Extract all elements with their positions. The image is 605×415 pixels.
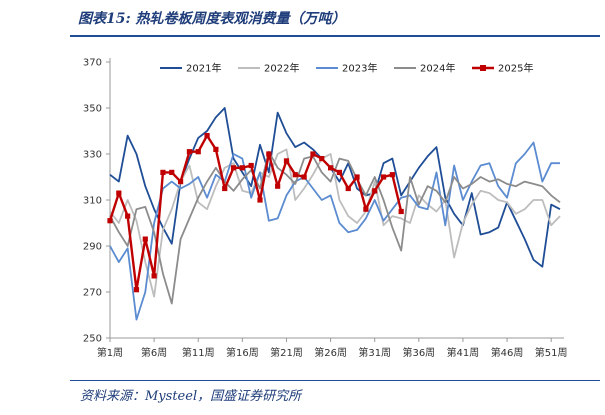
data-point [327,165,334,171]
data-point [319,156,325,162]
series-line [109,107,561,268]
legend-item: 2025年 [472,62,533,75]
x-tick-label: 第21周 [270,346,303,359]
title-divider [70,35,600,37]
source-note: 资料来源：Mysteel，国盛证券研究所 [80,389,302,404]
x-tick-label: 第41周 [447,346,480,359]
data-point [213,146,219,152]
legend-label: 2023年 [342,62,377,75]
data-point [107,218,113,224]
y-tick-label: 310 [83,196,102,207]
data-point [345,185,351,192]
x-tick-label: 第26周 [314,346,347,359]
data-point [266,151,272,157]
data-point [292,172,298,178]
series-2021年 [109,107,561,268]
data-point [389,172,395,178]
data-point [169,169,175,175]
data-point [275,183,281,189]
data-point [230,165,237,171]
chart-axes: 250270290310330350370第1周 第6周 第11周 第16周 第21周第… [83,58,568,360]
legend-label: 2022年 [264,62,299,75]
legend-item: 2024年 [394,62,455,75]
series-line [109,141,560,321]
chart-legend: 2021年 2022年 2023年 2024年 2025年 [160,62,533,75]
legend-label: 2025年 [498,62,533,75]
data-point [186,149,193,155]
data-point [204,133,210,139]
data-point [195,149,201,155]
legend-marker [480,65,486,71]
data-point [398,208,404,215]
y-tick-label: 290 [83,242,102,253]
x-tick-label: 第16周 [226,346,259,359]
y-tick-label: 270 [83,288,102,299]
data-point [310,151,316,157]
data-point [177,179,184,185]
legend-item: 2022年 [238,62,299,75]
chart-series [107,107,561,321]
series-2022年 [109,148,561,298]
data-point [151,273,157,279]
legend-label: 2021年 [186,62,221,75]
data-point [160,169,166,175]
data-point [283,158,290,164]
legend-item: 2023年 [316,62,377,75]
legend-item: 2021年 [160,62,221,75]
data-point [248,162,254,169]
data-point [133,287,140,293]
data-point [116,190,122,196]
y-tick-label: 330 [83,150,102,161]
line-chart: 250270290310330350370第1周 第6周 第11周 第16周 第21周第… [83,58,568,360]
data-point [257,197,263,203]
series-line [109,148,561,298]
x-tick-label: 第51周 [535,346,568,359]
series-2023年 [109,141,560,321]
legend-label: 2024年 [420,62,455,75]
x-tick-label: 第11周 [182,346,215,359]
data-point [222,185,228,192]
figure-title: 图表15: 热轧卷板周度表观消费量（万吨） [78,11,346,27]
x-tick-label: 第1周 [97,346,123,359]
series-line [108,134,403,291]
y-tick-label: 370 [83,58,102,69]
data-point [380,174,387,180]
source-divider [70,380,600,381]
x-tick-label: 第6周 [141,346,167,359]
x-tick-label: 第31周 [358,346,391,359]
series-2025年 [107,133,404,293]
data-point [239,165,245,171]
data-point [372,188,378,194]
data-point [301,174,307,180]
data-point [354,174,360,180]
data-point [363,206,369,212]
x-tick-label: 第36周 [402,346,435,359]
y-tick-label: 250 [83,334,102,345]
y-tick-label: 350 [83,104,102,115]
data-point [142,236,148,242]
x-tick-label: 第46周 [491,346,524,359]
data-point [336,169,343,175]
data-point [125,213,131,219]
